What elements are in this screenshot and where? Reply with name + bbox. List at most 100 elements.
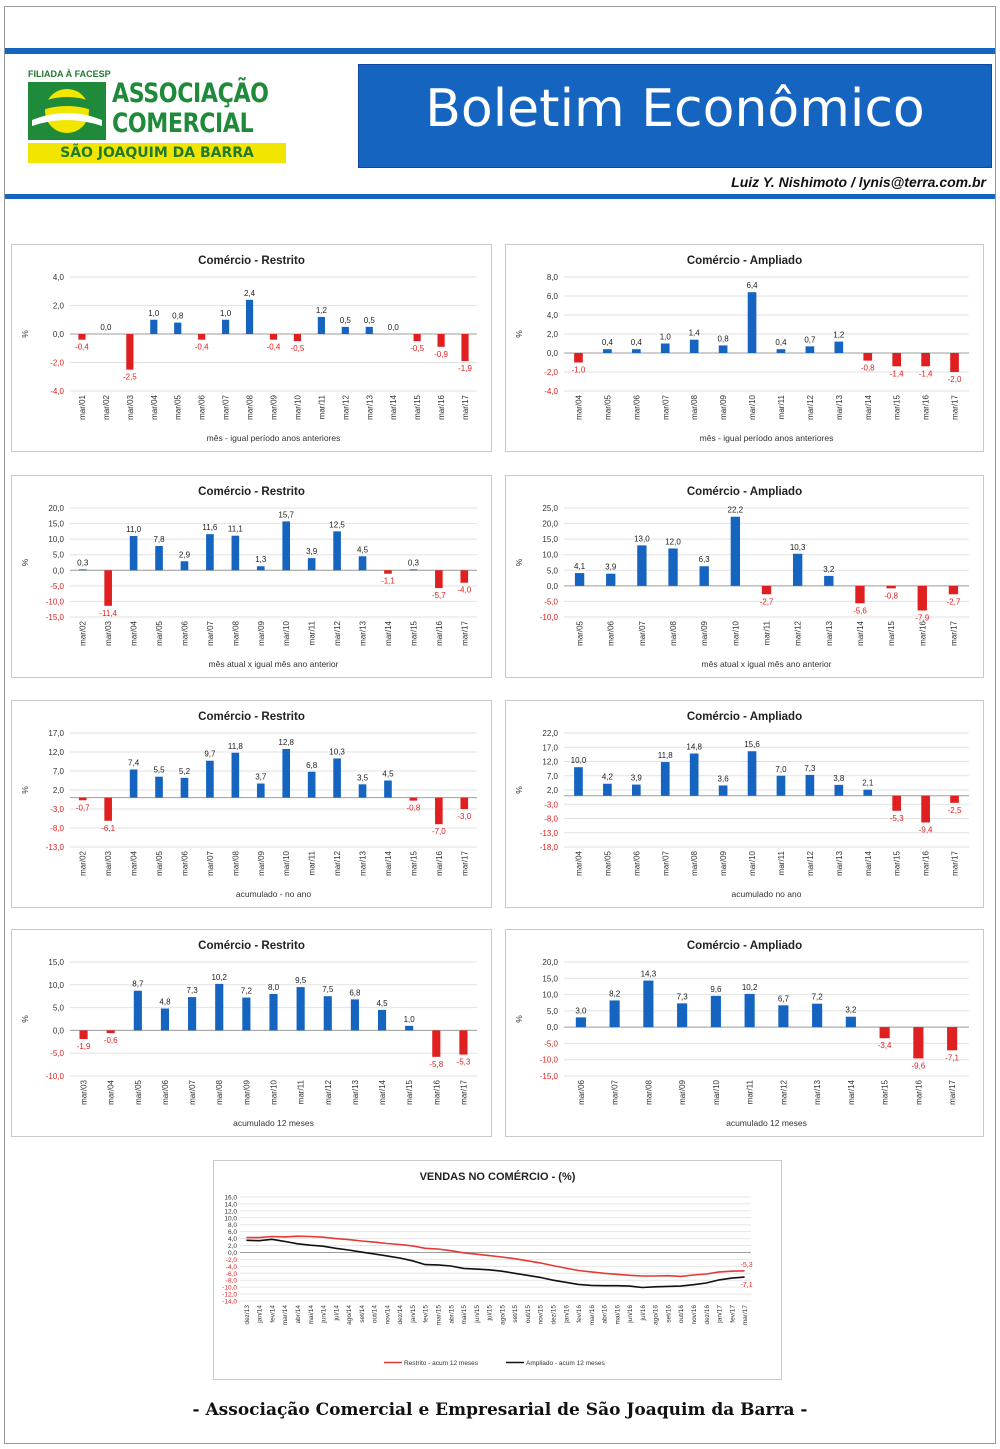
end-value-label: -7,1 — [741, 1282, 753, 1289]
x-tick-label: ago/16 — [653, 1305, 660, 1325]
x-tick-label: mar/12 — [806, 394, 815, 419]
bar-mar-04 — [129, 536, 138, 571]
data-label: -2,5 — [123, 373, 137, 382]
bar-mar-11 — [317, 316, 325, 334]
data-label: 8,2 — [609, 989, 621, 998]
bar-mar-09 — [256, 783, 265, 798]
bar-mar-10 — [282, 748, 291, 798]
y-tick-label: -18,0 — [540, 843, 559, 852]
x-tick-label: mar/07 — [611, 1079, 620, 1104]
data-label: -5,6 — [853, 606, 867, 615]
data-label: 7,3 — [677, 992, 689, 1001]
bar-mar-16 — [917, 585, 927, 611]
y-tick-label: -5,0 — [50, 1049, 64, 1058]
x-tick-label: mar/11 — [777, 394, 786, 419]
x-tick-label: mar/09 — [700, 620, 709, 645]
bar-mar-13 — [812, 1003, 823, 1028]
data-label: 7,5 — [322, 985, 334, 994]
bar-mar-01 — [78, 334, 86, 340]
bar-mar-15 — [886, 585, 896, 589]
data-label: 1,2 — [833, 331, 845, 340]
x-tick-label: jan/17 — [717, 1305, 724, 1324]
data-label: 1,0 — [220, 309, 232, 318]
bar-mar-11 — [307, 771, 316, 798]
x-tick-label: mar/08 — [644, 1079, 653, 1104]
bar-mar-11 — [744, 993, 755, 1028]
x-tick-label: mar/07 — [206, 620, 215, 645]
data-label: 7,0 — [775, 765, 787, 774]
y-tick-label: 15,0 — [542, 535, 558, 544]
y-tick-label: -10,0 — [540, 1056, 559, 1065]
y-tick-label: -5,0 — [50, 582, 64, 591]
y-tick-label: 10,0 — [224, 1215, 237, 1222]
bar-mar-08 — [689, 339, 699, 353]
x-tick-label: mar/09 — [242, 1079, 251, 1104]
x-tick-label: mar/03 — [104, 620, 113, 645]
y-tick-label: 17,0 — [48, 729, 64, 738]
x-tick-label: mar/10 — [282, 850, 291, 875]
data-label: 4,8 — [159, 998, 171, 1007]
bar-mar-16 — [437, 334, 445, 347]
chart-panel-sales-lines: VENDAS NO COMÉRCIO - (%) -14,0 -12,0 -10,0-… — [213, 1160, 782, 1380]
bar-mar-13 — [824, 575, 834, 586]
x-tick-label: mar/17 — [460, 850, 469, 875]
x-tick-label: mar/17 — [742, 1305, 749, 1326]
x-tick-label: mar/08 — [690, 850, 699, 875]
data-label: -5,3 — [457, 1058, 471, 1067]
series-line-restrito — [246, 1235, 745, 1278]
y-tick-label: 22,0 — [542, 729, 558, 738]
bar-mar-15 — [405, 1025, 414, 1031]
y-tick-label: -2,0 — [544, 368, 558, 377]
y-axis-label: % — [514, 330, 524, 338]
data-label: 0,4 — [631, 338, 643, 347]
x-tick-label: mar/11 — [746, 1079, 755, 1104]
data-label: 0,5 — [364, 316, 376, 325]
y-tick-label: -2,0 — [226, 1257, 238, 1264]
bar-mar-16 — [432, 1030, 441, 1057]
bar-mar-12 — [792, 553, 803, 586]
x-tick-label: abr/14 — [295, 1305, 302, 1324]
x-tick-label: dez/15 — [550, 1305, 557, 1325]
data-label: -2,0 — [948, 375, 962, 384]
data-label: 2,1 — [862, 779, 874, 788]
chart-restrito-yoy: Comércio - Restrito -15,0 -10,0 -5,0 0,0 5,0 1… — [20, 486, 477, 669]
y-tick-label: 15,0 — [48, 958, 64, 967]
x-tick-label: mar/05 — [174, 394, 183, 419]
data-label: -7,0 — [432, 827, 446, 836]
y-tick-label: 0,0 — [53, 330, 65, 339]
data-label: 0,4 — [775, 338, 787, 347]
bar-mar-17 — [461, 334, 469, 362]
y-tick-label: -8,0 — [544, 815, 558, 824]
y-tick-label: 4,0 — [53, 273, 65, 282]
data-label: 3,7 — [255, 773, 267, 782]
y-tick-label: 2,0 — [547, 330, 559, 339]
x-axis-label: acumulado 12 meses — [726, 1118, 807, 1128]
x-tick-label: fev/16 — [576, 1305, 583, 1323]
y-tick-label: -2,0 — [50, 359, 64, 368]
bar-mar-11 — [296, 987, 305, 1031]
data-label: 13,0 — [634, 534, 650, 543]
y-tick-label: -4,0 — [544, 387, 558, 396]
x-axis-label: acumulado 12 meses — [233, 1118, 314, 1128]
x-tick-label: set/15 — [512, 1305, 519, 1323]
y-tick-label: 6,0 — [547, 292, 559, 301]
x-tick-label: mar/10 — [748, 394, 757, 419]
data-label: -0,9 — [434, 350, 448, 359]
logo-name-line2: COMERCIAL — [112, 108, 254, 139]
data-label: 15,7 — [278, 510, 294, 519]
bar-mar-10 — [710, 995, 721, 1028]
data-label: 14,8 — [686, 743, 702, 752]
x-tick-label: jun/15 — [474, 1305, 481, 1324]
x-tick-label: mar/04 — [574, 850, 583, 875]
data-label: 7,2 — [241, 987, 253, 996]
data-label: 3,9 — [605, 563, 617, 572]
header-bottom-rule — [5, 194, 995, 199]
data-label: -9,6 — [911, 1061, 925, 1070]
bar-mar-08 — [668, 548, 678, 586]
bar-mar-06 — [575, 1017, 586, 1028]
y-tick-label: 4,0 — [547, 311, 559, 320]
bar-mar-14 — [863, 353, 873, 361]
y-tick-label: 4,0 — [228, 1236, 237, 1243]
x-tick-label: nov/14 — [384, 1305, 391, 1325]
bar-mar-06 — [180, 561, 189, 571]
